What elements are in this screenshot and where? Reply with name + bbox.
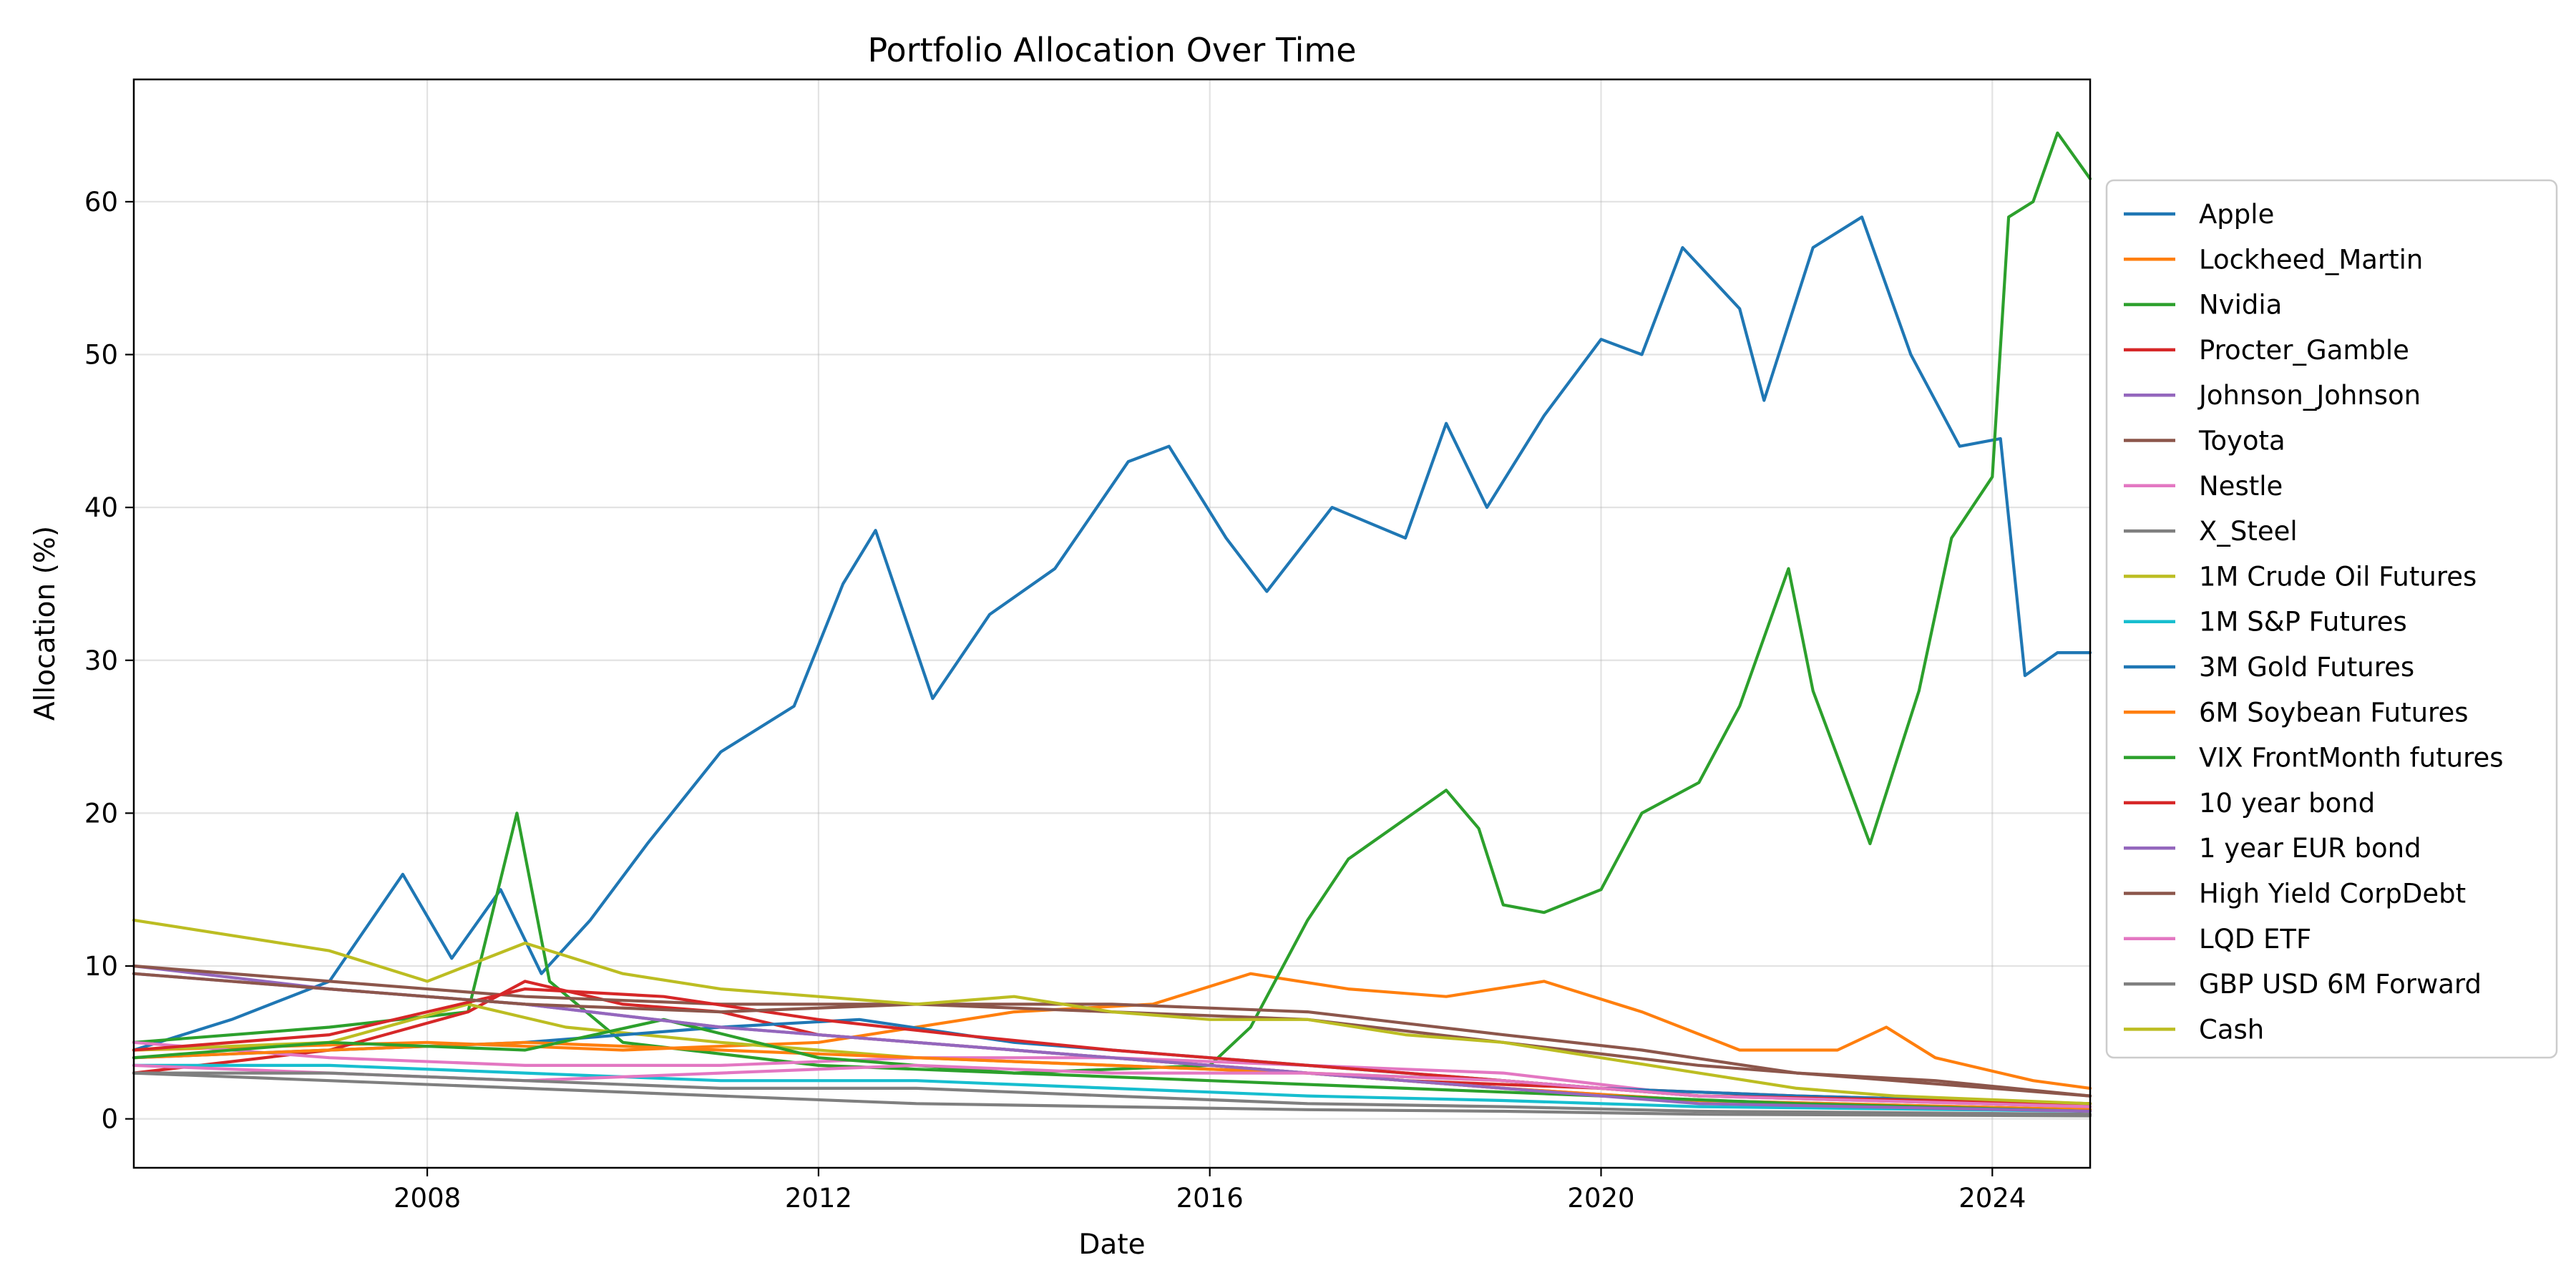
- legend-entry-label: 1M Crude Oil Futures: [2199, 561, 2477, 592]
- gridlines: [134, 79, 2090, 1168]
- legend-entry-label: 3M Gold Futures: [2199, 652, 2414, 683]
- y-tick-label: 20: [84, 798, 118, 829]
- series-line-18: [132, 1071, 2092, 1116]
- legend-entry-label: Apple: [2199, 199, 2274, 230]
- legend-entry-label: LQD ETF: [2199, 924, 2311, 955]
- x-axis-label: Date: [1078, 1229, 1145, 1261]
- x-tick-label: 2012: [785, 1183, 852, 1214]
- legend: Apple Lockheed_Martin Nvidia Procter_Gamble…: [2105, 179, 2558, 1059]
- y-tick-label: 60: [84, 187, 118, 218]
- series-line-1: [132, 215, 2092, 1052]
- x-tick-label: 2008: [394, 1183, 461, 1214]
- legend-entry-label: Procter_Gamble: [2199, 335, 2409, 366]
- series-line-10: [132, 1063, 2092, 1113]
- legend-entry-label: High Yield CorpDebt: [2199, 879, 2466, 909]
- x-tick-label: 2020: [1567, 1183, 1634, 1214]
- x-tick-label: 2016: [1176, 1183, 1244, 1214]
- legend-frame: [2105, 179, 2558, 1059]
- legend-entry-label: 1M S&P Futures: [2199, 607, 2407, 638]
- series-line-8: [132, 1071, 2092, 1118]
- series-line-7: [132, 1040, 2092, 1108]
- x-tick-label: 2024: [1958, 1183, 2026, 1214]
- legend-entry-label: Nvidia: [2199, 290, 2282, 321]
- y-tick-label: 40: [84, 492, 118, 523]
- plot-area-frame: [132, 78, 2092, 1169]
- y-tick-label: 0: [101, 1104, 118, 1135]
- legend-entry-label: 1 year EUR bond: [2199, 833, 2421, 864]
- y-tick-label: 50: [84, 340, 118, 371]
- series-line-19: [132, 918, 2092, 1106]
- legend-entry-label: X_Steel: [2199, 516, 2298, 547]
- legend-entry-label: 6M Soybean Futures: [2199, 697, 2469, 728]
- legend-entry-label: 10 year bond: [2199, 788, 2375, 819]
- legend-entry-label: Toyota: [2198, 426, 2285, 457]
- series-lines: [132, 131, 2092, 1118]
- legend-entry-label: VIX FrontMonth futures: [2199, 743, 2504, 774]
- legend-entry-label: GBP USD 6M Forward: [2199, 969, 2482, 1000]
- y-tick-label: 10: [84, 951, 118, 982]
- legend-entry-label: Cash: [2199, 1014, 2264, 1045]
- legend-entry-label: Johnson_Johnson: [2197, 380, 2421, 411]
- chart-title: Portfolio Allocation Over Time: [867, 31, 1356, 69]
- series-line-13: [132, 1018, 2092, 1113]
- legend-entry-label: Lockheed_Martin: [2199, 244, 2423, 275]
- y-axis-label: Allocation (%): [29, 526, 62, 721]
- y-tick-label: 30: [84, 645, 118, 676]
- legend-entry-label: Nestle: [2199, 471, 2283, 502]
- axis-ticks: 2008 2012 2016 2020 2024 0 10 20 30 40 50 60: [84, 187, 2026, 1214]
